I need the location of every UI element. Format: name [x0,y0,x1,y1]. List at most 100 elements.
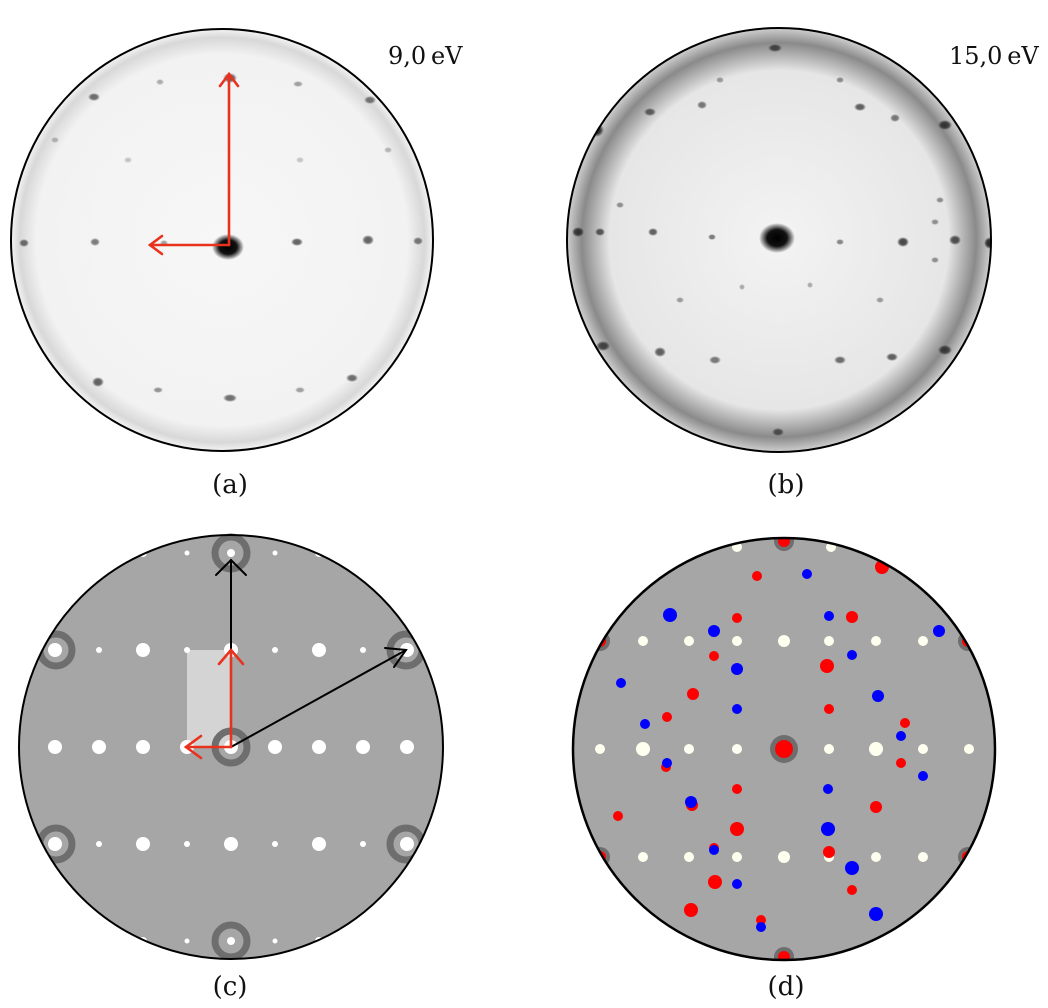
lattice-spot [136,837,150,851]
diffraction-spot [768,44,782,52]
domain-a-spot [870,801,882,813]
substrate-spot [824,744,834,754]
lattice-spot [312,837,326,851]
domain-b-spot [933,625,945,637]
diffraction-spot [153,387,163,393]
substrate-spot [684,744,694,754]
domain-b-spot [756,922,766,932]
substrate-spot [778,538,790,547]
diffraction-spot [595,228,605,236]
diffraction-spot [938,120,952,130]
substrate-spot [824,636,834,646]
domain-b-spot [732,704,742,714]
diffraction-spot [413,237,423,245]
diffraction-spot [854,103,866,111]
lattice-spot [360,841,366,847]
substrate-spot [684,852,694,862]
diffraction-spot [876,297,884,303]
domain-a-spot [756,915,766,925]
domain-b-spot [845,861,859,875]
diffraction-spot [295,387,305,393]
substrate-spot [918,744,928,754]
domain-a-spot [662,712,672,722]
diffraction-spot [654,347,666,357]
diffraction-spot [708,234,716,240]
diffraction-spot [739,284,745,290]
lattice-spot [400,740,414,754]
specular-spot [775,740,793,758]
panel-a-caption: (a) [212,470,248,500]
lattice-spot [8,841,14,847]
domain-a-spot [709,651,719,661]
lattice-spot [400,837,414,851]
lattice-spot [92,740,106,754]
lattice-spot [96,938,102,944]
diffraction-spot [90,238,100,246]
diffraction-spot [92,377,104,387]
panel-d-caption: (d) [767,972,805,1002]
vector-c-black-diagonal-head [384,647,408,668]
diffraction-spot [616,202,624,208]
panel-a-spots [19,73,423,402]
lattice-spot [96,841,102,847]
lattice-spot [360,938,366,944]
lattice-spot [96,550,102,556]
diffraction-spot [697,101,707,109]
diffraction-spot [346,374,358,382]
diffraction-spot [886,353,898,361]
lattice-spot [224,837,238,851]
diffraction-spot [931,219,939,225]
substrate-spot [684,636,694,646]
substrate-spot [732,744,742,754]
diffraction-spot [384,147,392,153]
lattice-spot [356,740,370,754]
domain-a-spot [900,718,910,728]
diffraction-spot [19,239,29,247]
substrate-spot [869,742,883,756]
vector-c-black-vertical-head [215,558,247,576]
diffraction-spot [974,132,986,144]
lattice-spot [51,549,59,557]
domain-b-spot [732,879,742,889]
vector-c-black-diagonal [230,649,407,748]
diffraction-spot [644,108,656,116]
domain-a-spot [684,903,698,917]
lattice-spot [449,939,454,944]
domain-a-spot [752,571,762,581]
domain-b-spot [896,731,906,741]
domain-b-spot [824,611,834,621]
domain-b-spot [640,719,650,729]
domain-a-spot [708,875,722,889]
lattice-spot [51,937,59,945]
domain-a-spot [687,688,699,700]
lattice-spot [96,647,102,653]
vector-c-red-horizontal-head [183,734,203,760]
substrate-spot [778,851,790,863]
substrate-spot [595,744,605,754]
lattice-spot [360,550,366,556]
lattice-spot [184,938,190,944]
substrate-spot [871,852,881,862]
substrate-spot-ring [211,921,251,959]
lattice-spot [444,740,458,754]
panel-c [8,533,458,960]
diffraction-spot [223,394,237,402]
diffraction-spot [156,79,164,85]
lattice-spot [9,551,14,556]
panel-a-border [10,28,434,452]
domain-b-spot [872,690,884,702]
domain-b-spot [709,845,719,855]
substrate-spot [918,852,928,862]
diffraction-spot [51,137,59,143]
domain-b-spot [802,569,812,579]
lattice-spot [448,841,454,847]
domain-b-spot [821,822,835,836]
panel-b [566,27,992,453]
diffraction-spot [572,227,584,237]
diffraction-spot [124,157,132,163]
domain-b-spot [918,771,928,781]
panel-b-border [566,27,992,453]
diffraction-spot [931,257,939,263]
diffraction-spot [834,356,846,364]
domain-a-spot [732,613,742,623]
